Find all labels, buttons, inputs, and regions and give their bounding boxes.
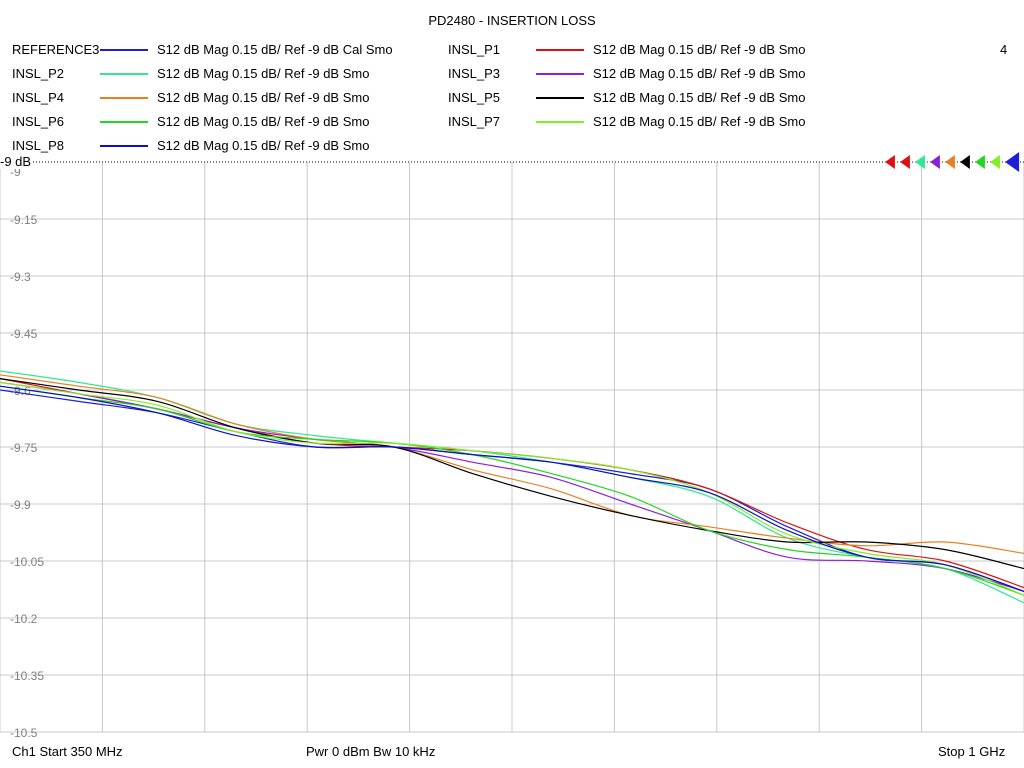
series-lines: [0, 370, 1024, 604]
series-line-insl-p5: [0, 378, 1024, 570]
legend-description: S12 dB Mag 0.15 dB/ Ref -9 dB Smo: [157, 114, 370, 129]
legend-name: INSL_P2: [12, 66, 65, 81]
channel-number: 4: [1000, 42, 1008, 57]
start-frequency: Ch1 Start 350 MHz: [12, 744, 123, 759]
power-bandwidth: Pwr 0 dBm Bw 10 kHz: [306, 744, 436, 759]
legend-swatch: [536, 121, 584, 123]
legend-description: S12 dB Mag 0.15 dB/ Ref -9 dB Smo: [593, 42, 806, 57]
legend-name: INSL_P5: [448, 90, 501, 105]
ref-marker-icon: [990, 155, 1000, 169]
legend-name: INSL_P1: [448, 42, 501, 57]
legend-swatch: [100, 73, 148, 75]
legend-name: INSL_P3: [448, 66, 501, 81]
ref-marker-icon: [975, 155, 985, 169]
y-tick-label: -9.3: [10, 270, 31, 284]
ref-level-label: -9 dB: [0, 154, 34, 169]
y-tick-label: -9.9: [10, 498, 31, 512]
legend-description: S12 dB Mag 0.15 dB/ Ref -9 dB Smo: [157, 90, 370, 105]
legend-name: INSL_P8: [12, 138, 65, 153]
legend-name: INSL_P6: [12, 114, 65, 129]
legend-name: INSL_P7: [448, 114, 501, 129]
y-tick-label: -10.35: [10, 669, 44, 683]
y-tick-label: -9.75: [10, 441, 38, 455]
legend-swatch: [100, 145, 148, 147]
legend-description: S12 dB Mag 0.15 dB/ Ref -9 dB Smo: [593, 90, 806, 105]
legend-description: S12 dB Mag 0.15 dB/ Ref -9 dB Smo: [593, 66, 806, 81]
y-tick-label: -9.15: [10, 213, 38, 227]
legend-name: REFERENCE3: [12, 42, 100, 57]
series-line-insl-p8: [0, 385, 1024, 592]
legend-swatch: [100, 121, 148, 123]
legend-swatch: [536, 97, 584, 99]
y-tick-label: -9: [10, 165, 21, 179]
legend-name: INSL_P4: [12, 90, 65, 105]
ref-marker-icon: [1005, 152, 1020, 172]
legend-swatch: [536, 73, 584, 75]
ref-marker-icon: [915, 155, 925, 169]
ref-markers: [885, 152, 1020, 172]
chart-title: PD2480 - INSERTION LOSS: [428, 13, 596, 28]
ref-marker-icon: [930, 155, 940, 169]
ref-marker-icon: [960, 155, 970, 169]
y-tick-label: -9.45: [10, 327, 38, 341]
legend-description: S12 dB Mag 0.15 dB/ Ref -9 dB Smo: [593, 114, 806, 129]
legend-description: S12 dB Mag 0.15 dB/ Ref -9 dB Smo: [157, 66, 370, 81]
series-line-insl-p7: [0, 381, 1024, 596]
y-tick-labels: -9.15 -9.3 -9.45 -9.6 -9.75 -9.9 -10.05 -10.2 -1…: [10, 165, 44, 740]
grid: [0, 161, 1024, 733]
ref-marker-icon: [900, 155, 910, 169]
legend-description: S12 dB Mag 0.15 dB/ Ref -9 dB Smo: [157, 138, 370, 153]
y-tick-label: -10.5: [10, 726, 38, 740]
legend: REFERENCE3 S12 dB Mag 0.15 dB/ Ref -9 dB …: [0, 0, 1024, 160]
ref-marker-icon: [885, 155, 895, 169]
series-line-insl-p4: [0, 374, 1024, 554]
y-tick-label: -9.6: [10, 384, 31, 398]
y-tick-label: -10.2: [10, 612, 38, 626]
series-line-insl-p6: [0, 385, 1024, 596]
y-tick-label: -10.05: [10, 555, 44, 569]
stop-frequency: Stop 1 GHz: [938, 744, 1006, 759]
legend-description: S12 dB Mag 0.15 dB/ Ref -9 dB Cal Smo: [157, 42, 393, 57]
legend-swatch: [100, 97, 148, 99]
legend-swatch: [536, 49, 584, 51]
ref-marker-icon: [945, 155, 955, 169]
legend-swatch: [100, 49, 148, 51]
